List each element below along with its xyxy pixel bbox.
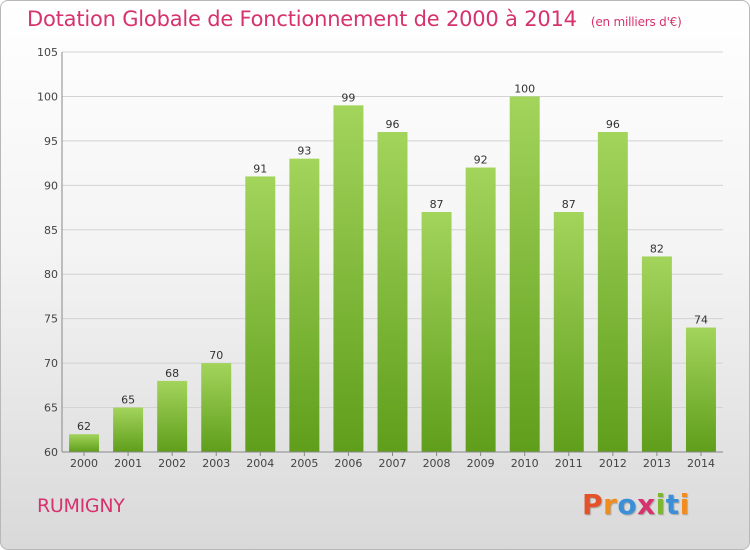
y-tick-label: 85 [44, 224, 58, 237]
axes: 60 65 70 75 80 85 90 95 100 105 2000 2001 2002 2003 20… [37, 46, 723, 470]
bar-2011 [553, 212, 584, 452]
value-label-2010: 100 [514, 82, 535, 95]
bar-2008 [421, 212, 452, 452]
y-tick-label: 105 [37, 46, 58, 59]
y-tick-label: 95 [44, 135, 58, 148]
bar-2003 [201, 363, 232, 452]
y-tick-label: 75 [44, 313, 58, 326]
y-tick-label: 60 [44, 446, 58, 459]
bar-2004 [245, 176, 276, 452]
x-tick-label-2014: 2014 [687, 457, 715, 470]
logo-letter: r [603, 488, 618, 521]
value-label-2013: 82 [650, 242, 664, 255]
logo-letter: t [665, 488, 680, 521]
value-label-2011: 87 [562, 198, 576, 211]
proxiti-logo[interactable]: Proxiti [582, 488, 690, 521]
unit-label: (en milliers d'€) [590, 15, 682, 29]
x-tick-label-2000: 2000 [70, 457, 98, 470]
value-label-2001: 65 [121, 394, 135, 407]
value-label-2004: 91 [253, 162, 267, 175]
value-label-2012: 96 [606, 118, 620, 131]
logo-letter: o [617, 488, 638, 521]
x-tick-label-2012: 2012 [599, 457, 627, 470]
bar-2001 [113, 407, 144, 452]
x-tick-label-2010: 2010 [511, 457, 539, 470]
value-label-2014: 74 [694, 314, 708, 327]
x-tick-label-2008: 2008 [423, 457, 451, 470]
logo-letter: i [679, 488, 690, 521]
bar-2014 [685, 327, 716, 452]
bar-2013 [641, 256, 672, 452]
x-tick-label-2011: 2011 [555, 457, 583, 470]
value-label-2009: 92 [474, 154, 488, 167]
bar-2006 [333, 105, 364, 452]
x-tick-label-2005: 2005 [290, 457, 318, 470]
x-tick-label-2002: 2002 [158, 457, 186, 470]
value-label-2006: 99 [341, 91, 355, 104]
bar-2009 [465, 167, 496, 453]
bar-2002 [157, 380, 188, 452]
value-label-2003: 70 [209, 349, 223, 362]
value-label-2008: 87 [430, 198, 444, 211]
bar-2007 [377, 132, 408, 452]
y-tick-label: 90 [44, 179, 58, 192]
x-tick-label-2009: 2009 [467, 457, 495, 470]
value-label-2005: 93 [297, 145, 311, 158]
x-tick-label-2001: 2001 [114, 457, 142, 470]
logo-letter: x [637, 488, 656, 521]
title-text: Dotation Globale de Fonctionnement de 20… [27, 7, 577, 31]
value-label-2000: 62 [77, 420, 91, 433]
commune-name: RUMIGNY [37, 495, 125, 517]
bar-2005 [289, 158, 320, 452]
y-tick-label: 100 [37, 90, 58, 103]
x-tick-label-2003: 2003 [202, 457, 230, 470]
logo-letter: i [655, 488, 666, 521]
logo-letter: P [582, 488, 604, 521]
y-tick-label: 80 [44, 268, 58, 281]
bars: 62 65 68 70 91 93 99 96 87 92 100 87 96 82 74 [69, 82, 716, 453]
y-tick-label: 65 [44, 402, 58, 415]
value-label-2007: 96 [386, 118, 400, 131]
x-tick-label-2004: 2004 [246, 457, 274, 470]
value-label-2002: 68 [165, 367, 179, 380]
bar-2010 [509, 96, 540, 452]
x-tick-label-2007: 2007 [379, 457, 407, 470]
bar-2012 [597, 132, 628, 452]
x-tick-label-2006: 2006 [334, 457, 362, 470]
bar-2000 [69, 434, 100, 452]
chart-title: Dotation Globale de Fonctionnement de 20… [27, 7, 682, 31]
y-tick-label: 70 [44, 357, 58, 370]
x-tick-label-2013: 2013 [643, 457, 671, 470]
